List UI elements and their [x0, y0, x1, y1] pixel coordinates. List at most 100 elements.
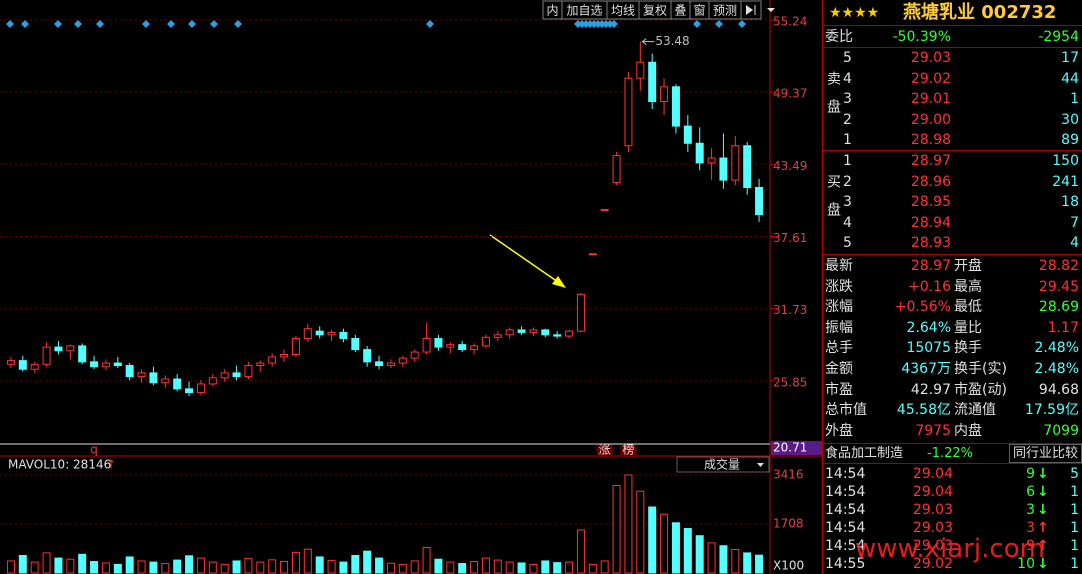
- signal-diamond: [188, 20, 196, 28]
- volume-bar: [315, 556, 324, 574]
- volume-bar: [470, 561, 479, 574]
- candle-body: [30, 363, 39, 370]
- selector-label[interactable]: 成交量: [704, 457, 740, 472]
- volume-bar: [54, 557, 63, 574]
- candle-body: [327, 331, 336, 336]
- volume-bar: [755, 554, 764, 574]
- weibi-label: 委比: [825, 29, 853, 45]
- annotation: 53.48: [655, 34, 689, 48]
- candle-body: [470, 345, 479, 351]
- candle-body: [434, 338, 443, 348]
- icon[interactable]: [767, 8, 775, 12]
- book-volume: 30: [1061, 111, 1079, 128]
- selector-caret: [757, 463, 764, 467]
- candle-body: [505, 329, 514, 336]
- volume-bar: [517, 562, 526, 574]
- volume-bar: [363, 550, 372, 574]
- compare-button[interactable]: 同行业比较: [1009, 444, 1082, 463]
- volume-bar: [695, 535, 704, 574]
- separator: [823, 463, 1082, 464]
- icon: [746, 5, 753, 15]
- stat-label: 量比: [954, 319, 982, 336]
- book-price: 28.93: [910, 235, 951, 252]
- marker-bg: [620, 445, 637, 455]
- stat-label: 最高: [954, 278, 982, 295]
- stat-value: 2.48%: [1034, 340, 1079, 357]
- stat-value: 29.45: [1038, 278, 1079, 295]
- book-volume: 18: [1061, 194, 1079, 211]
- toolbar-label[interactable]: 窗: [693, 4, 705, 18]
- volume-bar: [149, 561, 158, 574]
- candle-body: [208, 377, 217, 385]
- candle-body: [517, 329, 526, 333]
- stat-label: 总市值: [825, 402, 867, 419]
- book-level: 1: [843, 132, 852, 149]
- volume-bar: [303, 548, 312, 574]
- candle-body: [398, 357, 407, 364]
- tick-direction: ↓: [1037, 484, 1049, 500]
- book-price: 28.95: [910, 194, 951, 211]
- volume-bar: [636, 490, 645, 574]
- y-tick-label: 49.37: [773, 87, 807, 101]
- volume-bar: [256, 561, 265, 574]
- volume-bar: [208, 561, 217, 574]
- book-level: 2: [843, 111, 852, 128]
- stat-label: 市盈: [825, 381, 853, 398]
- toolbar-label[interactable]: 内: [546, 4, 558, 18]
- candle-body: [173, 378, 182, 390]
- side-label: 卖盘: [825, 71, 841, 127]
- candle-body: [161, 378, 170, 384]
- signal-diamond: [426, 20, 434, 28]
- separator: [823, 47, 1082, 48]
- candle-body: [576, 293, 585, 332]
- candle-body: [90, 361, 99, 368]
- signal-diamond: [234, 20, 242, 28]
- chart-area: 内加自选 均线 复权叠窗预测 55.24 49.37 43.49 37.61 31.73 25.…: [0, 0, 822, 574]
- signal-diamond: [96, 20, 104, 28]
- y-tick-label: 1708: [773, 517, 804, 531]
- volume-bar: [125, 556, 134, 574]
- book-level: 3: [843, 194, 852, 211]
- toolbar-label[interactable]: 复权: [643, 4, 667, 18]
- toolbar-label[interactable]: 加自选: [566, 4, 602, 18]
- volume-bar: [481, 557, 490, 574]
- stat-label: 涨幅: [825, 299, 853, 316]
- stat-label: 内盘: [954, 422, 982, 439]
- volume-bar: [90, 561, 99, 574]
- tick-highlight: [771, 441, 822, 455]
- candle-body: [755, 186, 764, 216]
- toolbar-label[interactable]: 预测: [713, 4, 737, 18]
- volume-bar: [173, 559, 182, 574]
- volume-bar: [137, 560, 146, 574]
- tick-volume: 9: [1026, 538, 1035, 554]
- volume-bar: [612, 485, 621, 574]
- y-tick-label: 31.73: [773, 303, 807, 317]
- stat-value: 7975: [915, 422, 951, 439]
- volume-bar: [375, 557, 384, 574]
- volume-bar: [339, 561, 348, 574]
- volume-bar: [268, 559, 277, 574]
- book-volume: 89: [1061, 132, 1079, 149]
- tick-count: 1: [1070, 520, 1079, 536]
- toolbar-label[interactable]: 叠: [674, 4, 686, 18]
- stat-value: 1.17: [1047, 319, 1079, 336]
- tick-direction: ↓: [1037, 466, 1049, 482]
- toolbar-label[interactable]: 均线: [611, 4, 635, 18]
- candle-body: [695, 142, 704, 164]
- candle-body: [600, 209, 609, 212]
- selector[interactable]: [676, 456, 770, 473]
- stat-label: 流通值: [954, 402, 996, 419]
- candle-body: [375, 361, 384, 367]
- separator: [823, 443, 1082, 444]
- signal-diamond: [738, 20, 746, 28]
- book-price: 28.94: [910, 214, 951, 231]
- tick-price: 29.03: [912, 502, 953, 518]
- book-volume: 150: [1052, 153, 1079, 169]
- volume-bar: [576, 529, 585, 574]
- candle-body: [529, 329, 538, 333]
- volume-bar: [743, 552, 752, 574]
- y-tick-label: 20.71: [773, 441, 807, 455]
- weibi-diff: -2954: [1038, 29, 1079, 45]
- stat-value: 45.58亿: [896, 402, 951, 419]
- book-price: 28.98: [910, 132, 951, 149]
